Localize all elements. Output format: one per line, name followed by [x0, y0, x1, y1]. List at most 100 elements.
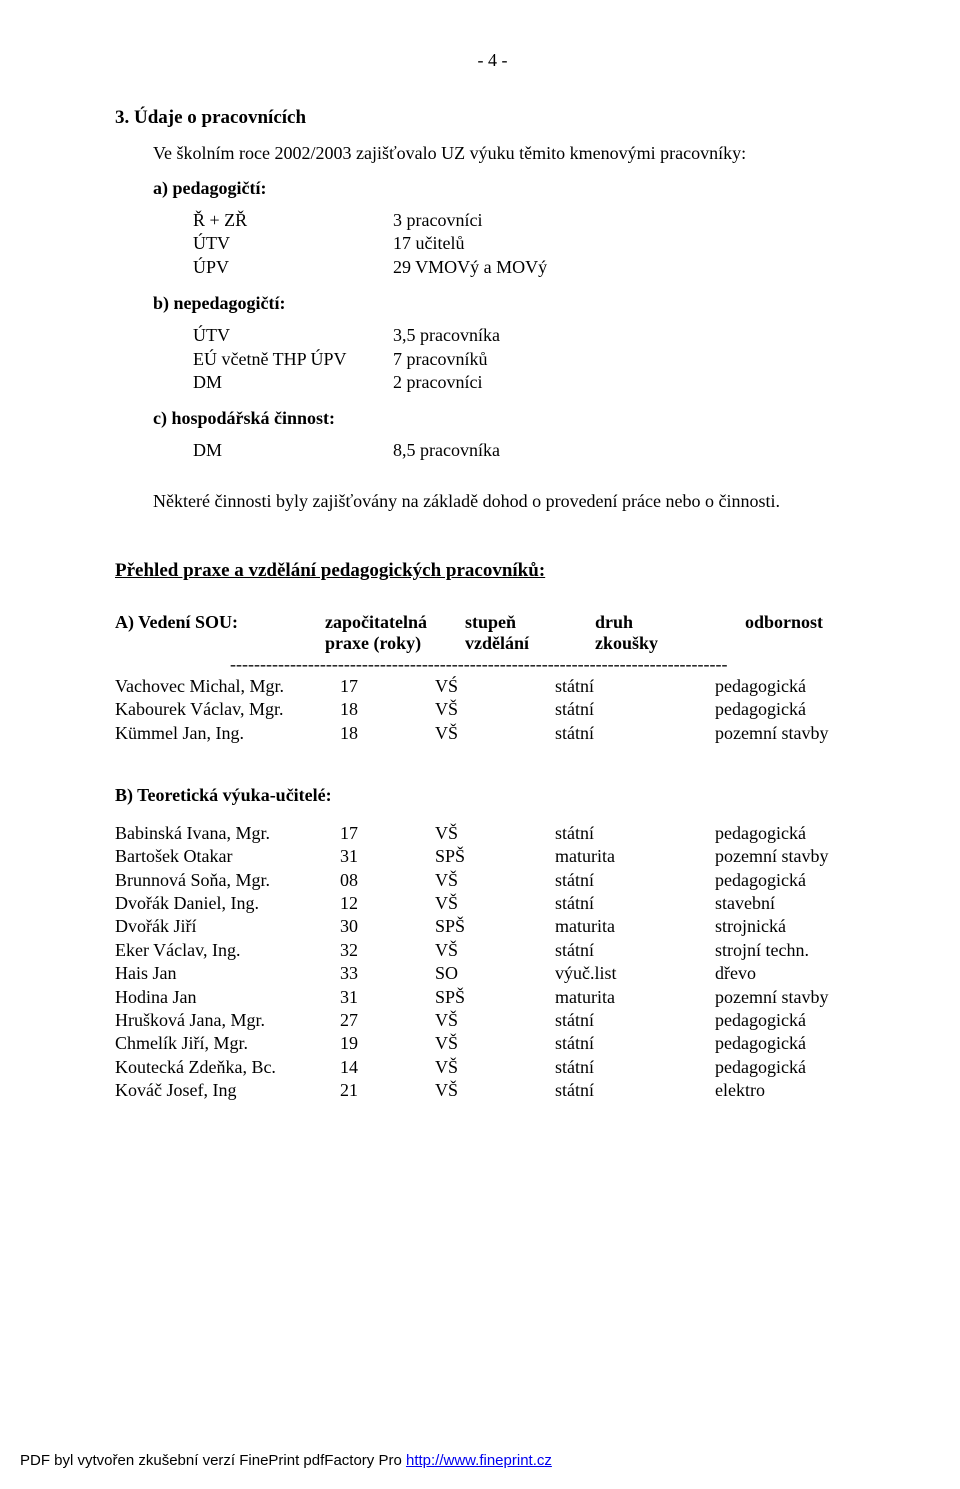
cell-praxe: 17 — [340, 822, 435, 845]
cell-stupen: VŠ — [435, 1032, 555, 1055]
list-item: DM8,5 pracovníka — [193, 439, 870, 462]
page-number: - 4 - — [115, 50, 870, 71]
cell-druh: státní — [555, 1009, 715, 1032]
cell-odbornost: dřevo — [715, 962, 756, 985]
cell-name: Dvořák Jiří — [115, 915, 340, 938]
table-row: Dvořák Daniel, Ing.12VŠstátnístavební — [115, 892, 870, 915]
cell-odbornost: pedagogická — [715, 1032, 806, 1055]
cell-stupen: VŠ — [435, 892, 555, 915]
col-praxe-sub: praxe (roky) — [325, 633, 465, 654]
col-praxe: započitatelná — [325, 612, 465, 633]
cell-name: Babinská Ivana, Mgr. — [115, 822, 340, 845]
cell-odbornost: pedagogická — [715, 1009, 806, 1032]
cell-odbornost: pedagogická — [715, 698, 806, 721]
cell-name: Brunnová Soňa, Mgr. — [115, 869, 340, 892]
cell-stupen: SPŠ — [435, 986, 555, 1009]
col-stupen-sub: vzdělání — [465, 633, 595, 654]
divider-dashes: ----------------------------------------… — [230, 654, 870, 675]
cell-druh: maturita — [555, 915, 715, 938]
cell-name: Bartošek Otakar — [115, 845, 340, 868]
cell-praxe: 27 — [340, 1009, 435, 1032]
cell-stupen: VŠ — [435, 939, 555, 962]
footer-text: PDF byl vytvořen zkušební verzí FinePrin… — [20, 1452, 406, 1469]
col-druh: druh — [595, 612, 745, 633]
cell-druh: maturita — [555, 986, 715, 1009]
cell-druh: státní — [555, 1032, 715, 1055]
table-row: Babinská Ivana, Mgr.17VŠstátnípedagogick… — [115, 822, 870, 845]
cell-stupen: VŚ — [435, 675, 555, 698]
cell-name: Dvořák Daniel, Ing. — [115, 892, 340, 915]
cell-odbornost: strojnická — [715, 915, 786, 938]
cell-praxe: 31 — [340, 986, 435, 1009]
intro-paragraph: Ve školním roce 2002/2003 zajišťovalo UZ… — [153, 143, 870, 164]
cell-druh: státní — [555, 675, 715, 698]
list-item: ÚPV29 VMOVý a MOVý — [193, 256, 870, 279]
cell-name: Vachovec Michal, Mgr. — [115, 675, 340, 698]
page: - 4 - 3. Údaje o pracovnících Ve školním… — [0, 0, 960, 1489]
cell-odbornost: strojní techn. — [715, 939, 809, 962]
cell-stupen: VŠ — [435, 698, 555, 721]
cell-odbornost: pozemní stavby — [715, 986, 828, 1009]
cell-druh: státní — [555, 698, 715, 721]
cell-stupen: SPŠ — [435, 915, 555, 938]
cell-praxe: 19 — [340, 1032, 435, 1055]
table-b-header: B) Teoretická výuka-učitelé: — [115, 785, 870, 806]
cell-name: Hrušková Jana, Mgr. — [115, 1009, 340, 1032]
cell-praxe: 18 — [340, 722, 435, 745]
cell-name: Kabourek Václav, Mgr. — [115, 698, 340, 721]
cell-stupen: SPŠ — [435, 845, 555, 868]
cell-odbornost: pedagogická — [715, 1056, 806, 1079]
cell-name: Koutecká Zdeňka, Bc. — [115, 1056, 340, 1079]
cell-odbornost: stavební — [715, 892, 775, 915]
cell-druh: státní — [555, 939, 715, 962]
table-a-header: A) Vedení SOU: započitatelná stupeň druh… — [115, 612, 870, 633]
cell-druh: výuč.list — [555, 962, 715, 985]
col-druh-sub: zkoušky — [595, 633, 745, 654]
value: 3,5 pracovníka — [393, 324, 500, 347]
table-row: Kováč Josef, Ing21VŠstátníelektro — [115, 1079, 870, 1102]
table-b: Babinská Ivana, Mgr.17VŠstátnípedagogick… — [115, 822, 870, 1103]
subheading-a: a) pedagogičtí: — [153, 178, 870, 199]
cell-praxe: 31 — [340, 845, 435, 868]
cell-druh: státní — [555, 869, 715, 892]
col-odbornost: odbornost — [745, 612, 823, 633]
value: 8,5 pracovníka — [393, 439, 500, 462]
list-item: ÚTV17 učitelů — [193, 232, 870, 255]
cell-name: Kováč Josef, Ing — [115, 1079, 340, 1102]
table-row: Kabourek Václav, Mgr.18VŠstátnípedagogic… — [115, 698, 870, 721]
cell-druh: státní — [555, 822, 715, 845]
subheading-c: c) hospodářská činnost: — [153, 408, 870, 429]
table-row: Chmelík Jiří, Mgr.19VŠstátnípedagogická — [115, 1032, 870, 1055]
footer-link[interactable]: http://www.fineprint.cz — [406, 1452, 552, 1469]
col-stupen: stupeň — [465, 612, 595, 633]
mid-paragraph: Některé činnosti byly zajišťovány na zák… — [153, 491, 870, 512]
cell-name: Chmelík Jiří, Mgr. — [115, 1032, 340, 1055]
cell-stupen: VŠ — [435, 722, 555, 745]
table-row: Koutecká Zdeňka, Bc.14VŠstátnípedagogick… — [115, 1056, 870, 1079]
cell-praxe: 12 — [340, 892, 435, 915]
table-row: Eker Václav, Ing.32VŠstátnístrojní techn… — [115, 939, 870, 962]
praxe-heading: Přehled praxe a vzdělání pedagogických p… — [115, 560, 870, 582]
cell-praxe: 14 — [340, 1056, 435, 1079]
cell-druh: státní — [555, 1079, 715, 1102]
table-row: Brunnová Soňa, Mgr.08VŠstátnípedagogická — [115, 869, 870, 892]
list-item: ÚTV3,5 pracovníka — [193, 324, 870, 347]
key: ÚTV — [193, 232, 393, 255]
key: DM — [193, 371, 393, 394]
cell-odbornost: pedagogická — [715, 822, 806, 845]
pdf-footer: PDF byl vytvořen zkušební verzí FinePrin… — [0, 1452, 960, 1469]
cell-praxe: 08 — [340, 869, 435, 892]
cell-druh: státní — [555, 1056, 715, 1079]
cell-odbornost: pedagogická — [715, 675, 806, 698]
list-b: ÚTV3,5 pracovníkaEÚ včetně THP ÚPV7 prac… — [115, 324, 870, 394]
table-row: Bartošek Otakar31SPŠmaturitapozemní stav… — [115, 845, 870, 868]
cell-stupen: SO — [435, 962, 555, 985]
cell-stupen: VŠ — [435, 822, 555, 845]
list-a: Ř + ZŘ3 pracovníciÚTV17 učitelůÚPV29 VMO… — [115, 209, 870, 279]
col-label: A) Vedení SOU: — [115, 612, 325, 633]
table-row: Hodina Jan31SPŠmaturitapozemní stavby — [115, 986, 870, 1009]
value: 7 pracovníků — [393, 348, 487, 371]
cell-praxe: 30 — [340, 915, 435, 938]
cell-praxe: 33 — [340, 962, 435, 985]
cell-odbornost: pozemní stavby — [715, 845, 828, 868]
